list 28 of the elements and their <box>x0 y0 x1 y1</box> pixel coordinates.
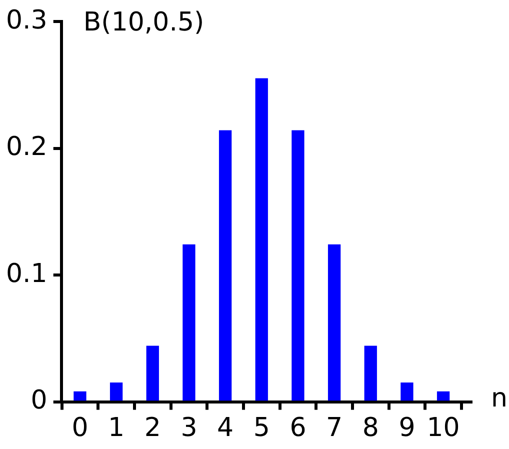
bar <box>110 382 123 401</box>
x-tick-label: 2 <box>144 413 161 444</box>
y-tick-label: 0.2 <box>6 132 48 162</box>
x-tick-label: 5 <box>253 413 270 444</box>
x-tick-label: 10 <box>426 413 460 444</box>
y-tick-label: 0 <box>30 386 48 416</box>
bar <box>364 346 377 401</box>
x-tick-label: 0 <box>72 413 88 444</box>
bar <box>146 346 159 401</box>
x-tick-label: 8 <box>362 413 379 444</box>
x-tick-label: 4 <box>217 413 234 444</box>
x-tick-label: 7 <box>326 413 343 444</box>
x-tick-label: 6 <box>290 413 306 444</box>
bar <box>255 78 268 401</box>
bar <box>74 391 86 401</box>
bar <box>328 244 341 401</box>
bar <box>436 391 450 401</box>
bar <box>292 130 304 401</box>
x-tick-label: 1 <box>108 413 125 444</box>
y-tick-label: 0.1 <box>6 258 48 289</box>
bar <box>182 244 196 401</box>
x-tick-label: 3 <box>180 413 198 444</box>
bar <box>218 130 232 401</box>
x-axis-title: n <box>491 384 508 414</box>
x-tick-label: 9 <box>398 413 416 444</box>
bar <box>400 382 414 401</box>
y-tick-label: 0.3 <box>6 5 48 36</box>
chart-title: B(10,0.5) <box>83 7 204 38</box>
